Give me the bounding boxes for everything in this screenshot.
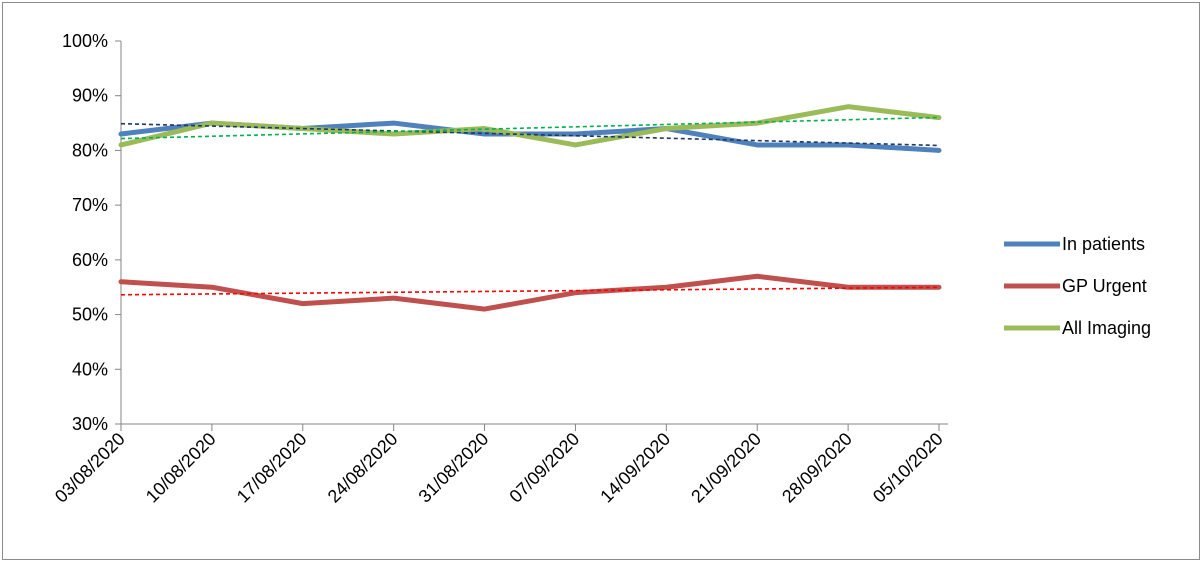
y-tick-label: 40%: [72, 359, 108, 379]
y-tick-label: 70%: [72, 195, 108, 215]
legend-label-3: All Imaging: [1062, 318, 1151, 338]
legend-label-1: In patients: [1062, 234, 1145, 254]
x-tick-label: 10/08/2020: [142, 429, 220, 507]
x-tick-label: 03/08/2020: [51, 429, 129, 507]
legend-label-2: GP Urgent: [1062, 276, 1147, 296]
x-tick-label: 14/09/2020: [596, 429, 674, 507]
x-tick-label: 28/09/2020: [778, 429, 856, 507]
y-tick-label: 80%: [72, 140, 108, 160]
y-tick-label: 50%: [72, 305, 108, 325]
y-tick-label: 90%: [72, 86, 108, 106]
x-tick-label: 05/10/2020: [869, 429, 947, 507]
x-tick-label: 07/09/2020: [505, 429, 583, 507]
x-tick-label: 21/09/2020: [687, 429, 765, 507]
series-line-2: [118, 273, 942, 312]
x-tick-label: 31/08/2020: [415, 429, 493, 507]
trendline-1: [120, 122, 940, 147]
trendline-2: [120, 286, 940, 296]
x-tick-label: 24/08/2020: [324, 429, 402, 507]
y-tick-label: 100%: [62, 31, 108, 51]
series-line-3: [118, 104, 942, 148]
trendline-3: [120, 116, 940, 140]
y-tick-label: 60%: [72, 250, 108, 270]
y-tick-label: 30%: [72, 414, 108, 434]
x-tick-label: 17/08/2020: [233, 429, 311, 507]
